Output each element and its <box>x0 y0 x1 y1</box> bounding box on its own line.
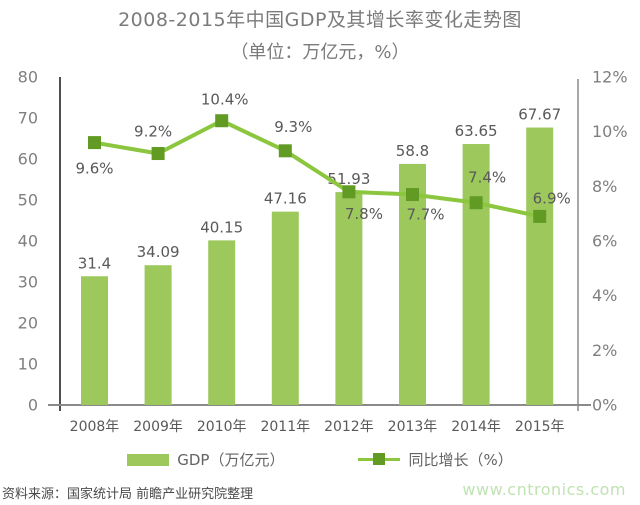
data-source-note: 资料来源：国家统计局 前瞻产业研究院整理 <box>2 487 254 502</box>
x-axis-label: 2014年 <box>451 419 501 435</box>
x-axis-label: 2008年 <box>70 419 120 435</box>
line-value-label: 7.8% <box>345 205 383 223</box>
y-axis-left-tick: 10 <box>18 355 38 374</box>
y-axis-left-tick: 50 <box>18 191 38 210</box>
gdp-bar <box>208 240 236 405</box>
legend-label-gdp: GDP（万亿元） <box>177 451 285 469</box>
x-axis-label: 2010年 <box>197 419 247 435</box>
growth-line-marker <box>151 147 165 161</box>
y-axis-left-tick: 80 <box>18 68 38 87</box>
line-value-label: 6.9% <box>533 189 571 207</box>
line-value-label: 7.7% <box>406 206 444 224</box>
line-value-label: 10.4% <box>201 91 249 109</box>
x-axis-label: 2009年 <box>133 419 183 435</box>
x-axis-label: 2012年 <box>324 419 374 435</box>
bar-value-label: 67.67 <box>518 106 561 124</box>
bar-value-label: 34.09 <box>137 243 180 261</box>
gdp-bar-swatch-icon <box>127 453 170 466</box>
gdp-bar <box>526 127 554 405</box>
x-axis-label: 2015年 <box>515 419 565 435</box>
y-axis-left-tick: 0 <box>28 396 38 415</box>
x-axis-label: 2011年 <box>260 419 310 435</box>
bar-value-label: 31.4 <box>78 254 111 272</box>
y-axis-right-tick: 12% <box>592 68 628 87</box>
y-axis-left-tick: 30 <box>18 273 38 292</box>
growth-line-marker <box>342 185 356 199</box>
growth-line-marker <box>533 209 547 223</box>
chart-title-block: 2008-2015年中国GDP及其增长率变化走势图 （单位：万亿元，%） <box>0 5 640 64</box>
gdp-bar <box>399 163 426 405</box>
y-axis-right-tick: 6% <box>592 232 617 251</box>
y-axis-left-tick: 20 <box>18 314 38 333</box>
bar-value-label: 58.8 <box>396 142 429 160</box>
gdp-bar <box>144 265 172 405</box>
chart-legend: GDP（万亿元） 同比增长（%） <box>0 449 640 470</box>
y-axis-right-tick: 0% <box>592 396 617 415</box>
growth-line-marker <box>215 114 229 128</box>
legend-item-gdp: GDP（万亿元） <box>127 449 284 470</box>
line-value-label: 7.4% <box>468 169 506 187</box>
growth-line <box>94 118 541 219</box>
chart-title: 2008-2015年中国GDP及其增长率变化走势图 <box>118 9 522 31</box>
growth-line-marker <box>469 196 483 210</box>
line-value-label: 9.3% <box>274 118 312 136</box>
bar-value-label: 40.15 <box>200 218 243 236</box>
gdp-bar <box>81 276 108 405</box>
growth-line-marker <box>88 136 101 150</box>
gdp-growth-combo-chart: 0 10 20 30 40 50 60 70 80 0% 2% 4% 6% 8% 10% 12% 31.4 34.… <box>18 68 628 436</box>
gdp-bar <box>462 144 490 405</box>
y-axis-right-tick: 2% <box>592 341 617 360</box>
y-axis-right-tick: 8% <box>592 177 617 196</box>
legend-label-growth: 同比增长（%） <box>408 451 513 469</box>
bar-value-label: 63.65 <box>455 122 498 140</box>
growth-line-swatch-icon <box>358 453 401 466</box>
y-axis-left-tick: 70 <box>18 109 38 128</box>
line-value-label: 9.6% <box>75 160 113 178</box>
watermark-url: www.cntronics.com <box>462 480 626 499</box>
y-axis-left-tick: 40 <box>18 232 38 251</box>
growth-line-marker <box>278 144 292 158</box>
gdp-bar <box>335 192 363 405</box>
growth-line-marker <box>406 188 419 202</box>
y-axis-right-tick: 4% <box>592 286 617 305</box>
chart-subtitle-units: （单位：万亿元，%） <box>230 42 410 63</box>
legend-item-growth: 同比增长（%） <box>358 449 513 470</box>
x-axis-label: 2013年 <box>388 419 438 435</box>
bar-value-label: 47.16 <box>264 190 307 208</box>
gdp-bar <box>271 211 299 405</box>
y-axis-right-tick: 10% <box>592 122 628 141</box>
line-value-label: 9.2% <box>134 123 172 141</box>
y-axis-left-tick: 60 <box>18 150 38 169</box>
